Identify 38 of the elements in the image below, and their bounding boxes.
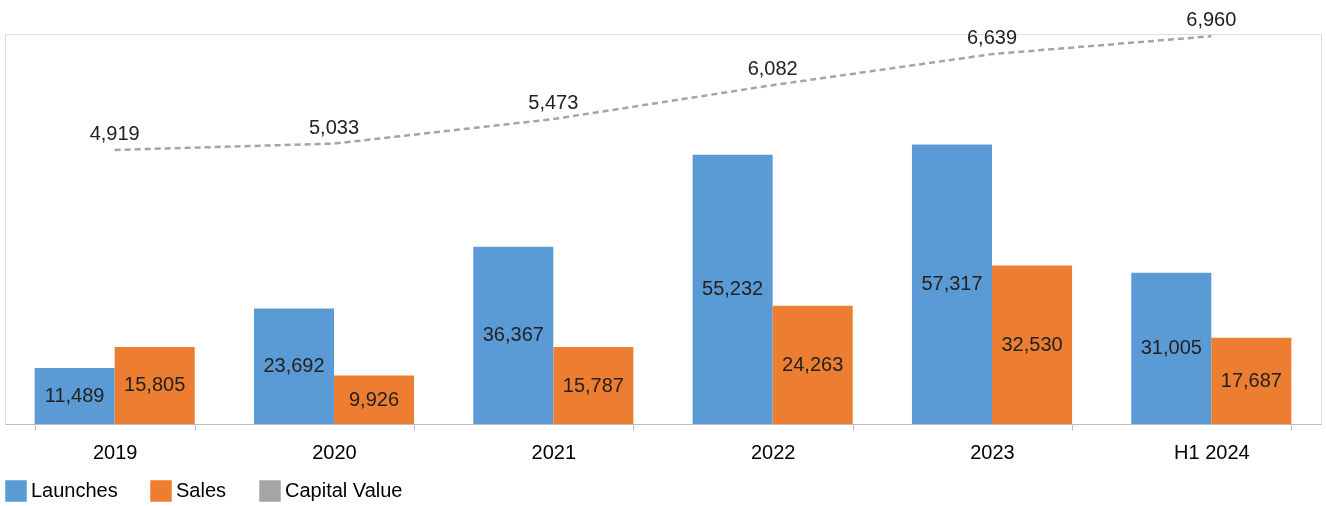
data-label: 6,639 <box>966 26 1018 49</box>
legend-label: Capital Value <box>285 479 403 501</box>
x-tick-label: 2022 <box>750 440 796 463</box>
data-label: 17,687 <box>1220 368 1282 391</box>
bar <box>1211 337 1292 424</box>
bar <box>473 246 554 424</box>
data-label: 31,005 <box>1140 336 1202 359</box>
data-label: 57,317 <box>921 272 983 295</box>
data-label: 4,919 <box>89 121 140 144</box>
data-label: 55,232 <box>702 277 764 300</box>
x-tick-label: 2019 <box>92 440 138 463</box>
data-label: 5,473 <box>528 91 579 114</box>
legend-label: Sales <box>176 479 227 501</box>
bar <box>114 346 195 424</box>
bar <box>692 154 773 424</box>
x-tick-label: 2023 <box>970 440 1015 463</box>
data-label: 24,263 <box>782 352 844 375</box>
x-tick-label: 2020 <box>312 440 357 463</box>
data-label: 6,082 <box>747 57 798 80</box>
data-label: 32,530 <box>1001 332 1063 355</box>
bar <box>992 265 1073 424</box>
bar <box>911 144 992 424</box>
data-label: 15,805 <box>124 373 186 396</box>
bar <box>1131 272 1212 424</box>
bar <box>553 347 634 424</box>
data-label: 36,367 <box>482 323 544 346</box>
legend-label: Launches <box>31 479 118 501</box>
bar <box>34 367 115 424</box>
data-label: 11,489 <box>44 384 105 406</box>
data-label: 9,926 <box>349 387 400 410</box>
data-label: 15,787 <box>562 373 624 396</box>
bar <box>772 305 853 424</box>
data-label: 23,692 <box>263 354 325 377</box>
x-tick-label: 2021 <box>531 440 577 463</box>
data-label: 6,960 <box>1186 8 1237 31</box>
x-tick-label: H1 2024 <box>1174 440 1250 463</box>
data-label: 5,033 <box>308 115 360 138</box>
bar <box>253 308 334 424</box>
